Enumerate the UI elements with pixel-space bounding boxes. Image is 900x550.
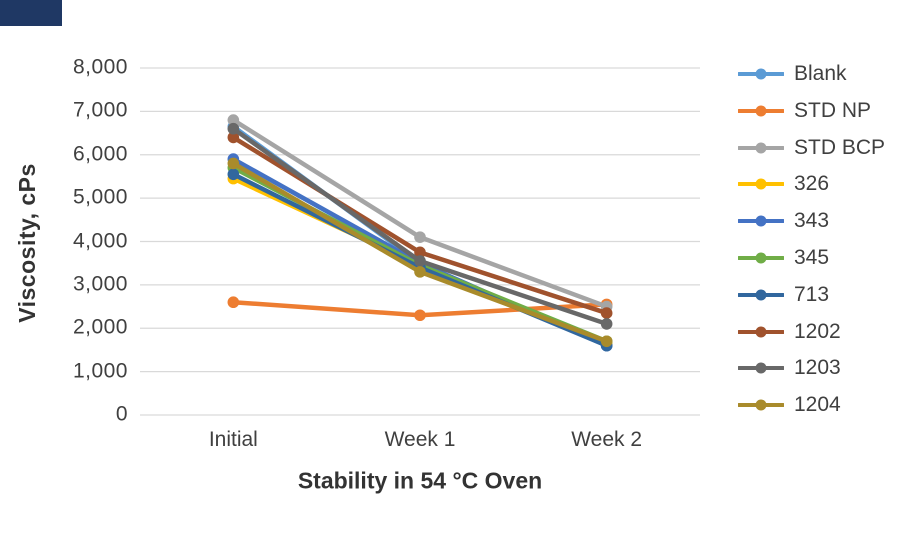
x-category-label: Week 2 <box>571 428 643 451</box>
y-tick-label: 1,000 <box>72 359 128 383</box>
data-point-marker <box>414 309 426 322</box>
y-tick-label: 0 <box>115 402 128 426</box>
data-point-marker <box>600 335 613 348</box>
data-point-marker <box>227 296 240 309</box>
y-tick-label: 5,000 <box>72 185 128 209</box>
data-point-marker <box>600 307 613 319</box>
data-point-marker <box>600 318 613 330</box>
data-point-marker <box>227 114 240 126</box>
series-line-std-bcp <box>231 117 609 309</box>
data-point-marker <box>227 131 240 144</box>
data-point-marker <box>227 157 240 170</box>
x-axis-title: Stability in 54 °C Oven <box>297 467 543 494</box>
y-tick-label: 4,000 <box>72 229 128 253</box>
data-point-marker <box>414 246 426 259</box>
y-tick-label: 8,000 <box>72 55 128 79</box>
y-tick-label: 3,000 <box>72 272 128 296</box>
x-category-label: Week 1 <box>384 428 456 451</box>
y-tick-label: 6,000 <box>72 142 128 166</box>
page-corner-decoration <box>0 0 62 26</box>
data-point-marker <box>227 122 240 135</box>
y-axis-title: Viscosity, cPs <box>14 163 40 323</box>
y-tick-label: 7,000 <box>72 98 128 122</box>
data-point-marker <box>227 168 240 181</box>
x-category-label: Initial <box>208 428 258 451</box>
data-point-marker <box>414 266 426 278</box>
data-point-marker <box>414 255 426 267</box>
y-tick-label: 2,000 <box>72 315 128 339</box>
data-point-marker <box>414 231 426 243</box>
